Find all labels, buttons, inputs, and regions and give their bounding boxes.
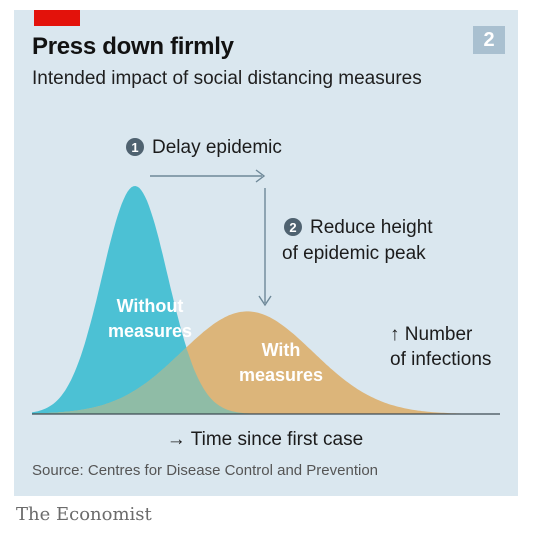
annotation-reduce-arrow — [258, 188, 272, 307]
series-with-label-line-1: With — [262, 340, 301, 360]
annotation-reduce-line-2: of epidemic peak — [282, 243, 426, 264]
annotation-number-1-circle — [126, 138, 144, 156]
annotation-number-2: 2 — [289, 220, 296, 235]
series-overlap-area — [32, 347, 500, 414]
y-axis-label-line-2: of infections — [390, 349, 491, 370]
y-axis-label-line-1: ↑ Number — [390, 324, 473, 345]
chart-subtitle: Intended impact of social distancing mea… — [32, 68, 422, 89]
series-without-measures-area — [32, 186, 500, 414]
chart-title: Press down firmly — [32, 33, 234, 60]
series-with-label-line-2: measures — [239, 365, 323, 385]
series-without-label-line-2: measures — [108, 321, 192, 341]
annotation-delay-text: Delay epidemic — [152, 137, 282, 158]
brand-red-tag — [34, 10, 80, 26]
annotation-number-2-circle — [284, 218, 302, 236]
publisher-logo: The Economist — [16, 504, 152, 525]
series-without-label-line-1: Without — [117, 296, 184, 316]
x-axis-label: → Time since first case — [167, 429, 363, 450]
annotation-reduce: 2 Reduce height of epidemic peak — [282, 217, 433, 264]
chart-panel — [14, 10, 518, 496]
annotation-delay: 1 Delay epidemic — [126, 137, 282, 158]
chart-number-badge: 2 — [473, 26, 505, 54]
annotation-reduce-line-1: Reduce height — [310, 217, 433, 238]
annotation-delay-arrow — [150, 169, 266, 183]
annotation-number-1: 1 — [131, 140, 138, 155]
source-note: Source: Centres for Disease Control and … — [32, 462, 379, 479]
